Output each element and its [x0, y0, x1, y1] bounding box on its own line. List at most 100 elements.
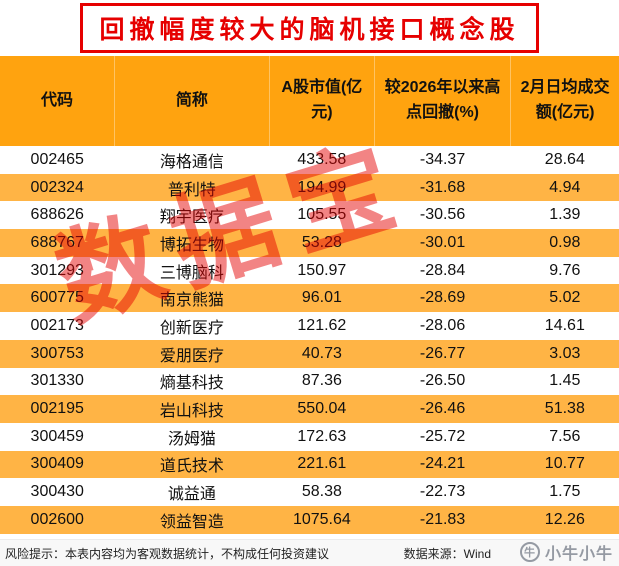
table-cell: 300430 [30, 483, 84, 501]
table-row: 688767 博拓生物 53.28 -30.01 0.98 [0, 229, 619, 257]
table-cell: 51.38 [510, 395, 619, 423]
table-row: 002173 创新医疗 121.62 -28.06 14.61 [0, 312, 619, 340]
table-cell: 3.03 [510, 339, 619, 368]
table-cell: -22.73 [419, 483, 466, 501]
table-cell: 爱朋医疗 [114, 339, 270, 368]
table-cell: -31.68 [374, 173, 511, 202]
table-cell: -30.56 [419, 206, 466, 224]
table-header-row: 代码 简称 A股市值(亿元) 较2026年以来高点回撤(%) 2月日均成交额(亿元) [0, 56, 619, 146]
table-cell: -34.37 [419, 150, 466, 168]
corner-watermark: 牛 小牛小牛 [519, 540, 613, 564]
data-source: 数据来源：Wind [403, 546, 491, 561]
table-cell: 301293 [30, 261, 84, 279]
table-cell: 创新医疗 [159, 319, 224, 337]
table-row: 300459 汤姆猫 172.63 -25.72 7.56 [0, 423, 619, 451]
table-cell: 博拓生物 [114, 229, 270, 257]
table-cell: 10.77 [510, 450, 619, 479]
table-cell: 12.26 [510, 505, 619, 534]
table-cell: 87.36 [301, 372, 342, 390]
watermark-logo-icon: 牛 [519, 542, 540, 562]
table-cell: 002173 [30, 316, 84, 334]
table-cell: 5.02 [510, 284, 619, 313]
table-cell: 194.99 [269, 173, 375, 202]
table-cell: -25.72 [419, 427, 466, 445]
table-cell: -21.83 [374, 505, 511, 534]
table-row: 600775 南京熊猫 96.01 -28.69 5.02 [0, 284, 619, 313]
table-cell: 301330 [30, 372, 84, 390]
table-cell: 002324 [0, 173, 115, 202]
table-cell: 1075.64 [269, 505, 375, 534]
table-cell: -28.06 [419, 316, 466, 334]
table-cell: 14.61 [544, 316, 585, 334]
table-row: 300409 道氏技术 221.61 -24.21 10.77 [0, 450, 619, 479]
stock-table: 代码 简称 A股市值(亿元) 较2026年以来高点回撤(%) 2月日均成交额(亿元) 0… [0, 56, 619, 534]
table-row: 688626 翔宇医疗 105.55 -30.56 1.39 [0, 201, 619, 229]
table-cell: 433.58 [297, 150, 347, 168]
table-cell: 105.55 [297, 206, 347, 224]
table-cell: 002465 [30, 150, 84, 168]
table-cell: 300753 [0, 339, 115, 368]
title-area: 回撤幅度较大的脑机接口概念股 [0, 0, 619, 56]
table-cell: -26.50 [419, 372, 466, 390]
table-cell: 海格通信 [159, 153, 224, 171]
table-cell: 0.98 [510, 229, 619, 257]
table-cell: 9.76 [549, 261, 581, 279]
table-cell: 150.97 [297, 261, 347, 279]
table-cell: 53.28 [269, 229, 375, 257]
table-cell: 688626 [30, 206, 84, 224]
table-cell: 熵基科技 [159, 375, 224, 393]
corner-watermark-label: 小牛小牛 [544, 546, 613, 563]
stock-table-area: 代码 简称 A股市值(亿元) 较2026年以来高点回撤(%) 2月日均成交额(亿元) 0… [0, 56, 619, 539]
table-cell: 翔宇医疗 [159, 209, 224, 227]
table-cell: 道氏技术 [114, 450, 270, 479]
table-cell: 96.01 [269, 284, 375, 313]
table-cell: 汤姆猫 [167, 430, 216, 448]
table-cell: 40.73 [269, 339, 375, 368]
footer-bar: 风险提示：本表内容均为客观数据统计，不构成任何投资建议 数据来源：Wind 牛 … [0, 539, 619, 566]
table-cell: 002195 [0, 395, 115, 423]
table-row: 002195 岩山科技 550.04 -26.46 51.38 [0, 395, 619, 423]
table-row: 002324 普利特 194.99 -31.68 4.94 [0, 173, 619, 202]
table-cell: 300409 [0, 450, 115, 479]
table-cell: 28.64 [544, 150, 585, 168]
table-cell: 普利特 [114, 173, 270, 202]
table-cell: 南京熊猫 [114, 284, 270, 313]
table-cell: 221.61 [269, 450, 375, 479]
table-cell: 诚益通 [167, 486, 216, 504]
table-row: 002600 领益智造 1075.64 -21.83 12.26 [0, 505, 619, 534]
table-cell: 1.39 [549, 206, 581, 224]
table-cell: 7.56 [549, 427, 581, 445]
table-cell: 002600 [0, 505, 115, 534]
column-header: 代码 [0, 56, 115, 146]
table-row: 301293 三博脑科 150.97 -28.84 9.76 [0, 257, 619, 285]
column-header: 较2026年以来高点回撤(%) [373, 56, 511, 146]
table-row: 300430 诚益通 58.38 -22.73 1.75 [0, 478, 619, 506]
table-cell: 4.94 [510, 173, 619, 202]
table-cell: 300459 [30, 427, 84, 445]
table-cell: 600775 [0, 284, 115, 313]
table-cell: 688767 [0, 229, 115, 257]
risk-note: 风险提示：本表内容均为客观数据统计，不构成任何投资建议 [5, 546, 330, 561]
column-header: 2月日均成交额(亿元) [510, 56, 619, 146]
table-cell: 172.63 [297, 427, 347, 445]
column-header: A股市值(亿元) [268, 56, 375, 146]
table-cell: -26.46 [374, 395, 511, 423]
table-cell: 121.62 [297, 316, 347, 334]
table-row: 301330 熵基科技 87.36 -26.50 1.45 [0, 368, 619, 396]
table-row: 002465 海格通信 433.58 -34.37 28.64 [0, 146, 619, 174]
table-cell: 三博脑科 [159, 264, 224, 282]
table-cell: 58.38 [301, 483, 342, 501]
table-cell: 领益智造 [114, 505, 270, 534]
table-cell: 550.04 [269, 395, 375, 423]
table-cell: -30.01 [374, 229, 511, 257]
column-header: 简称 [114, 56, 270, 146]
table-header: 代码 简称 A股市值(亿元) 较2026年以来高点回撤(%) 2月日均成交额(亿元) [0, 56, 619, 146]
table-body: 002465 海格通信 433.58 -34.37 28.64 002324 普利特 194.… [0, 146, 619, 534]
table-cell: -24.21 [374, 450, 511, 479]
table-cell: 1.45 [549, 372, 581, 390]
page-title: 回撤幅度较大的脑机接口概念股 [80, 3, 539, 53]
table-row: 300753 爱朋医疗 40.73 -26.77 3.03 [0, 339, 619, 368]
table-cell: 岩山科技 [114, 395, 270, 423]
table-cell: -26.77 [374, 339, 511, 368]
